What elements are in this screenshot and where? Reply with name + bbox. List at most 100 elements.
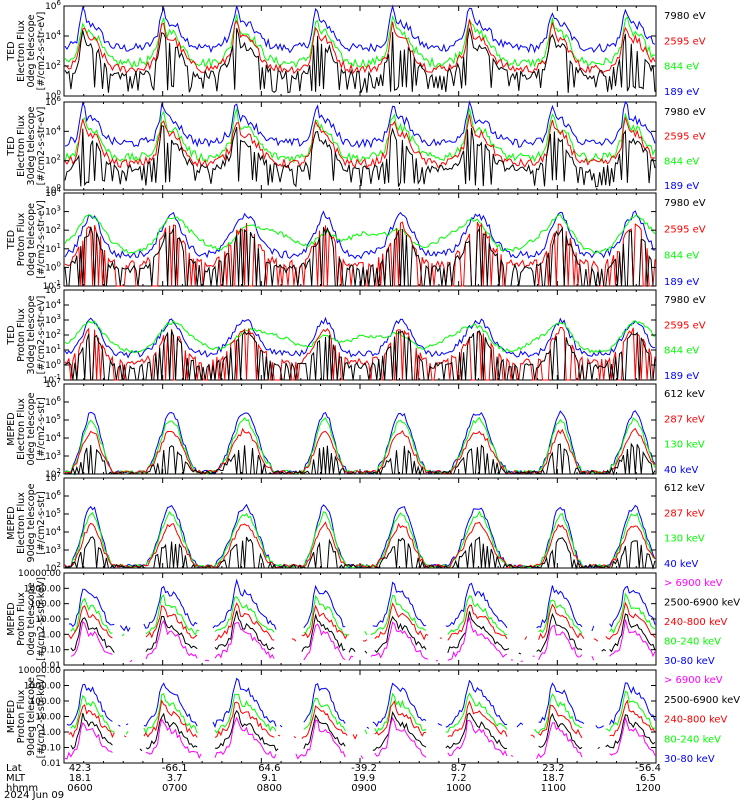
exp: 4 (57, 186, 62, 194)
y-tick-label: 104 (45, 431, 61, 444)
series-green (70, 592, 656, 637)
y-tick-label: 104 (45, 525, 61, 538)
legend-entry: 612 keV (664, 483, 705, 494)
x-tick-label-hhmm: 0700 (162, 783, 187, 794)
exp: 1 (57, 242, 61, 250)
exp: 4 (57, 29, 62, 37)
y-axis-title-line: Electron Flux (16, 20, 27, 82)
series-blue (66, 677, 656, 729)
legend-entry: 2595 eV (664, 320, 706, 331)
legend-entry: 287 keV (664, 508, 705, 519)
y-tick-label: 10000.00 (18, 569, 61, 579)
exp: 0 (57, 183, 61, 191)
y-tick-label: 103 (45, 205, 61, 218)
legend-entry: 2595 eV (664, 224, 706, 235)
exp: 4 (57, 431, 62, 439)
y-axis-title-line: 0deg telescope (26, 582, 37, 655)
legend-entry: 80-240 keV (664, 734, 721, 745)
y-tick-label: 100.00 (30, 697, 62, 707)
series-black (64, 28, 656, 94)
y-tick-label: 10000.00 (18, 666, 61, 676)
y-axis-title-line: 30deg telescope (26, 295, 37, 374)
legend-entry: 240-800 keV (664, 617, 728, 628)
series-red (64, 114, 655, 170)
y-axis-title-line: Electron Flux (16, 492, 27, 554)
y-axis-title-line: 30deg telescope (26, 106, 37, 185)
exp: 2 (57, 328, 61, 336)
y-axis-title-line: Electron Flux (16, 398, 27, 460)
y-tick-label: 101 (45, 343, 61, 356)
exp: 6 (57, 395, 62, 403)
exp: 7 (57, 471, 61, 479)
exp: 4 (57, 124, 62, 132)
exp: 2 (57, 154, 61, 162)
y-tick-label: 100 (45, 358, 61, 371)
y-tick-label: 10.00 (35, 615, 61, 625)
series-green (64, 14, 656, 69)
legend-entry: > 6900 keV (664, 578, 723, 589)
y-tick-label: 104 (45, 29, 61, 42)
y-tick-label: 104 (45, 298, 61, 311)
exp: 5 (57, 507, 61, 515)
legend-entry: 40 keV (664, 559, 698, 570)
y-tick-label: 105 (45, 507, 61, 520)
y-tick-label: 1.00 (41, 728, 61, 738)
y-axis-title-line: [#/cm2-s-str-eV] (36, 107, 47, 186)
y-tick-label: 102 (45, 223, 61, 236)
x-row-label: Lat (6, 763, 22, 774)
series-red (68, 699, 656, 740)
y-tick-label: 0.01 (41, 759, 61, 769)
y-tick-label: 0.10 (41, 646, 61, 656)
series-blue (64, 100, 656, 149)
y-axis-title-line: 0deg telescope (26, 14, 37, 87)
x-tick-label-mlt: 6.5 (640, 773, 656, 784)
x-tick-label-lat: 23.2 (542, 763, 564, 774)
x-tick-label-lat: 8.7 (451, 763, 467, 774)
y-tick-label: 100.00 (30, 600, 62, 610)
legend-entry: 2595 eV (664, 36, 706, 47)
series-red (68, 601, 656, 642)
x-tick-label-hhmm: 0900 (351, 783, 376, 794)
exp: -1 (54, 373, 61, 381)
series-black (64, 125, 656, 188)
series-black (64, 226, 655, 287)
y-tick-label: 101 (45, 242, 61, 255)
legend-entry: 844 eV (664, 346, 699, 357)
y-axis-title: TEDElectron Flux0deg telescope[#/cm2-s-s… (6, 12, 47, 91)
exp: 3 (57, 449, 61, 457)
legend-entry: 612 keV (664, 389, 705, 400)
series-black (70, 610, 656, 655)
panel-7: 10000.001000.00100.0010.001.000.100.01ME… (6, 569, 740, 671)
y-axis-title-line: MEPED (6, 506, 17, 539)
y-axis-title-line: TED (6, 136, 17, 156)
x-tick-label-mlt: 18.1 (69, 773, 91, 784)
x-tick-label-lat: -66.1 (162, 763, 188, 774)
legend-entry: 130 keV (664, 440, 705, 451)
series-red (64, 326, 656, 381)
exp: 6 (57, 95, 62, 103)
exp: 3 (57, 543, 61, 551)
legend-entry: 40 keV (664, 465, 698, 476)
y-axis-title-line: [#/cm2-s-str-eV] (36, 200, 47, 279)
y-tick-label: 10.00 (35, 713, 61, 723)
series-blue (64, 503, 656, 569)
date-label: 2024 Jun 09 (4, 790, 64, 800)
legend-entry: 844 eV (664, 251, 699, 262)
legend-entry: 7980 eV (664, 11, 706, 22)
y-axis-title: TEDProton Flux30deg telescope[#/cm2-s-st… (6, 295, 47, 374)
exp: 2 (57, 467, 61, 475)
x-tick-label-hhmm: 0600 (67, 783, 92, 794)
y-axis-title: TEDElectron Flux30deg telescope[#/cm2-s-… (6, 106, 47, 185)
legend-entry: 189 eV (664, 181, 699, 192)
y-axis-title-line: [#/cm2-s-str-eV] (36, 296, 47, 375)
series-black (64, 330, 656, 381)
y-axis-title-line: MEPED (6, 412, 17, 445)
y-tick-label: 0.01 (41, 661, 61, 671)
y-tick-label: 1000.00 (24, 682, 61, 692)
y-axis-title-line: TED (6, 325, 17, 345)
